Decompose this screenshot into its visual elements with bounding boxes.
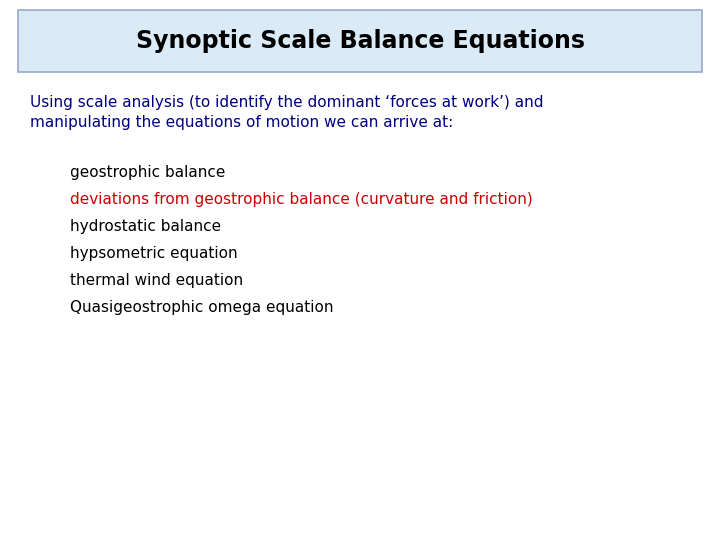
- Text: Quasigeostrophic omega equation: Quasigeostrophic omega equation: [70, 300, 333, 315]
- Text: hypsometric equation: hypsometric equation: [70, 246, 238, 261]
- Text: thermal wind equation: thermal wind equation: [70, 273, 243, 288]
- Text: deviations from geostrophic balance (curvature and friction): deviations from geostrophic balance (cur…: [70, 192, 533, 207]
- Text: geostrophic balance: geostrophic balance: [70, 165, 225, 180]
- Text: Synoptic Scale Balance Equations: Synoptic Scale Balance Equations: [135, 29, 585, 53]
- Text: Using scale analysis (to identify the dominant ‘forces at work’) and
manipulatin: Using scale analysis (to identify the do…: [30, 95, 544, 130]
- Text: hydrostatic balance: hydrostatic balance: [70, 219, 221, 234]
- FancyBboxPatch shape: [18, 10, 702, 72]
